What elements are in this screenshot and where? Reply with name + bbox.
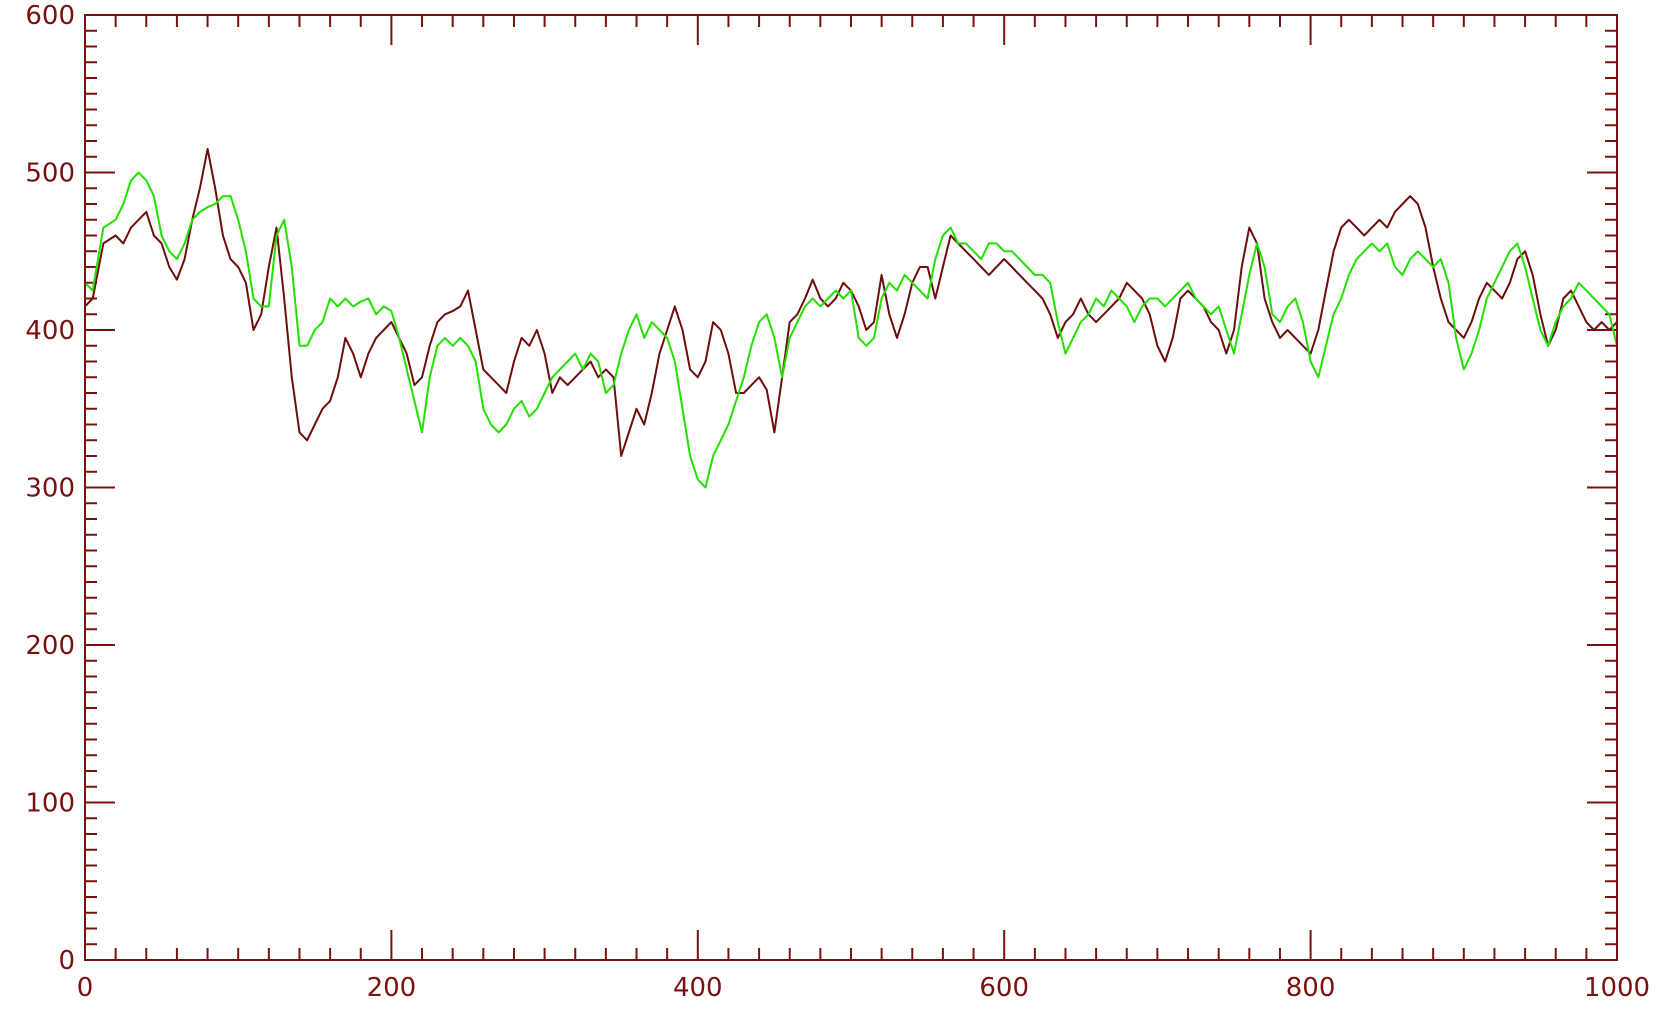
series-line-green: [84, 171, 1618, 489]
y-tick-label: 400: [25, 316, 75, 346]
y-tick-label: 100: [25, 789, 75, 819]
y-tick-label: 200: [25, 631, 75, 661]
y-tick-label: 300: [25, 474, 75, 504]
x-tick-label: 200: [367, 973, 417, 1003]
x-tick-label: 600: [979, 973, 1029, 1003]
y-tick-label: 500: [25, 159, 75, 189]
x-tick-label: 800: [1286, 973, 1336, 1003]
tick-labels: 0 200 400 600 800 1000 0 100 200 300 400 500 600: [25, 1, 1650, 1003]
plot-frame: [84, 14, 1618, 961]
x-tick-label: 400: [673, 973, 723, 1003]
y-tick-label: 0: [58, 946, 75, 976]
x-tick-label: 0: [77, 973, 94, 1003]
series-line-dark-red: [84, 147, 1618, 457]
series-lines: [84, 147, 1618, 489]
y-tick-label: 600: [25, 1, 75, 31]
x-tick-label: 1000: [1584, 973, 1650, 1003]
